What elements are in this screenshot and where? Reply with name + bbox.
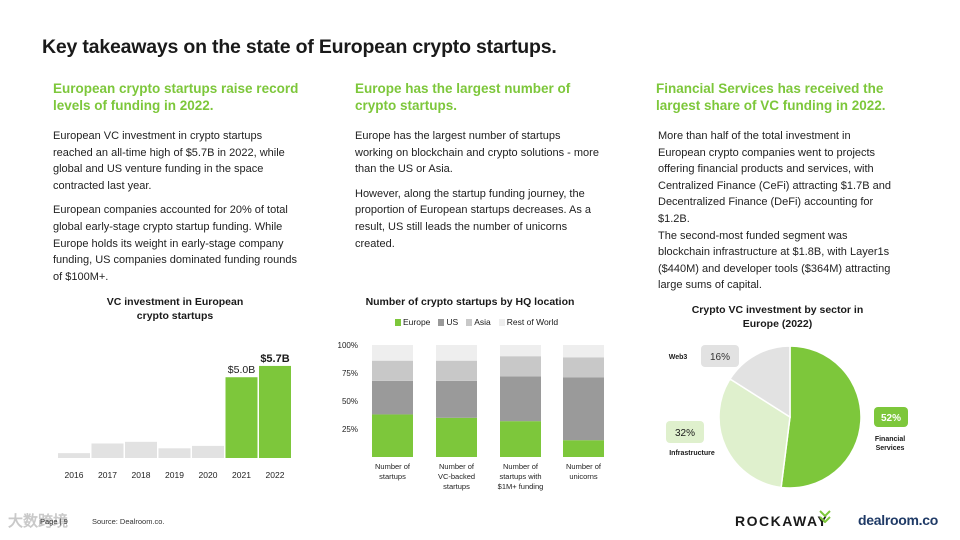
column-1-paragraph-2: European companies accounted for 20% of … [53,204,297,283]
chart-2-segment-us-1 [436,380,477,418]
chart-1-bar-2017 [91,443,124,458]
chart-1-xtick-2020: 2020 [199,470,218,480]
chart-3-label-infrastructure: Infrastructure [669,450,715,457]
chart-3-label-financial: Financial Services [875,436,905,452]
column-3-heading: Financial Services has received the larg… [656,81,886,113]
chart-1-data-label-2021: $5.0B [228,364,255,376]
chart-1-xtick-2022: 2022 [266,470,285,480]
column-1-heading: European crypto startups raise record le… [53,81,299,113]
column-2-heading: Europe has the largest number of crypto … [355,81,571,113]
column-3-paragraph-2: The second-most funded segment was block… [658,229,891,292]
chart-1-bar-2019 [158,448,191,458]
chart-2-segment-us-3 [563,377,604,441]
column-2-paragraph-2: However, along the startup funding journ… [355,187,592,250]
chart-2-segment-rest-of-world-1 [436,345,477,361]
chart-1-xtick-2021: 2021 [232,470,251,480]
chart-3-value-infrastructure: 32% [675,428,695,439]
column-1-text: European VC investment in crypto startup… [53,128,301,293]
chart-2-xtick-1: Number of VC-backed startups [438,462,475,491]
chart-1-bar-2022 [259,365,291,458]
chart-3-badge-infrastructure [666,421,704,443]
column-2-paragraph-1: Europe has the largest number of startup… [355,130,599,176]
chart-2-legend: Europe US Asia Rest of World [395,317,558,327]
chart-2-segment-us-2 [500,376,541,422]
legend-asia: Asia [466,317,491,327]
chart-2-segment-europe-1 [436,417,477,457]
dealroom-logo: dealroom.co [858,512,938,528]
chart-2-xtick-0: Number of startups [375,462,411,481]
chart-1-title: VC investment in European crypto startup… [106,296,244,322]
chart-1-bar-2016 [58,453,90,458]
chart-3-title: Crypto VC investment by sector in Europe… [691,304,864,330]
chart-2-segment-europe-3 [563,440,604,457]
chart-2-title: Number of crypto startups by HQ location [365,296,575,308]
chart-2-ytick-25: 25% [342,425,358,434]
chart-2-ytick-50: 50% [342,397,358,406]
column-1-paragraph-1: European VC investment in crypto startup… [53,130,285,192]
chart-2-segment-asia-1 [436,360,477,381]
chart-1-bar-chart: 2016 2017 2018 2019 2020 2021 $5.0B 2022 $5.7B [58,353,291,480]
chart-1-bar-2020 [192,445,224,458]
chart-2-segment-asia-3 [563,357,604,378]
chart-3-value-web3: 16% [710,352,730,363]
chart-2-segment-asia-0 [372,360,413,381]
chart-3-pie-chart: 52% Financial Services 32% Infrastructure 16%… [666,345,908,489]
chart-1-xtick-2018: 2018 [132,470,151,480]
chart-1-data-label-2022: $5.7B [260,353,289,365]
chart-2-segment-europe-0 [372,414,413,457]
footer-source: Source: Dealroom.co. [92,517,165,526]
watermark: 大数跨境 [8,513,69,530]
column-3-paragraph-1: More than half of the total investment i… [658,130,891,225]
chart-1-bar-2021 [225,377,258,458]
chart-1-xtick-2016: 2016 [65,470,84,480]
chart-3-slice-financial-services [780,345,862,489]
column-3-text: More than half of the total investment i… [658,128,898,302]
rockaway-chevron-icon [819,510,831,523]
column-2-text: Europe has the largest number of startup… [355,128,600,260]
chart-2-xtick-2: Number of startups with $1M+ funding [498,462,544,491]
chart-3-badge-financial [874,407,908,427]
footer-page-number: Page | 9 [40,517,68,526]
rockaway-logo: ROCKAWAY [735,513,829,529]
legend-us: US [438,317,458,327]
chart-3-slice-web3 [729,345,791,419]
chart-2-ytick-100: 100% [338,341,358,350]
chart-2-segment-rest-of-world-2 [500,345,541,357]
chart-2-segment-rest-of-world-0 [372,345,413,361]
chart-2-segment-asia-2 [500,356,541,377]
chart-2-xtick-3: Number of unicorns [566,462,602,481]
chart-3-value-financial: 52% [881,413,901,424]
chart-2-stacked-bar-chart: 25% 50% 75% 100% Number of startups Number of V… [338,341,604,491]
legend-europe: Europe [395,317,430,327]
page-title: Key takeaways on the state of European c… [42,36,557,58]
chart-2-segment-us-0 [372,380,413,415]
chart-2-ytick-75: 75% [342,369,358,378]
chart-1-xtick-2019: 2019 [165,470,184,480]
legend-rest-of-world: Rest of World [498,317,558,327]
chart-1-bar-2018 [125,441,157,458]
chart-1-xtick-2017: 2017 [98,470,117,480]
chart-2-segment-europe-2 [500,421,541,457]
chart-2-segment-rest-of-world-3 [563,345,604,358]
chart-3-label-web3: Web3 [669,354,688,361]
chart-3-badge-web3 [701,345,739,367]
